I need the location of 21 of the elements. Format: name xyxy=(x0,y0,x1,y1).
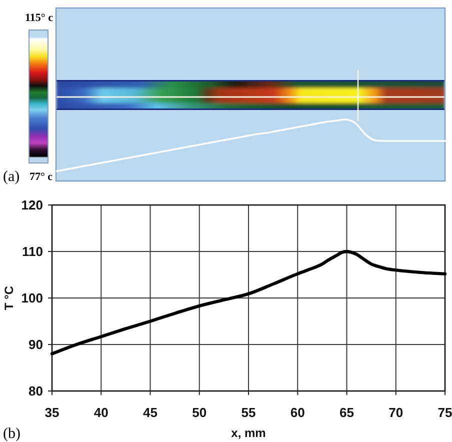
y-tick-label: 120 xyxy=(21,198,43,213)
x-tick-label: 60 xyxy=(290,405,305,420)
y-tick-label: 80 xyxy=(28,384,43,399)
y-tick-label: 100 xyxy=(21,290,43,306)
y-axis-title: T °C xyxy=(2,286,16,310)
text: 77° c xyxy=(29,171,53,183)
x-axis-title: x, mm xyxy=(231,426,266,440)
line-series xyxy=(50,250,447,356)
y-tick-label: 110 xyxy=(22,244,43,260)
text: 115° c xyxy=(25,12,54,24)
x-tick-label: 75 xyxy=(438,405,452,420)
x-tick-label: 50 xyxy=(192,405,207,420)
x-tick-label: 70 xyxy=(388,405,404,420)
x-tick-label: 55 xyxy=(241,405,256,420)
y-tick-label: 90 xyxy=(28,337,43,352)
text: (a) xyxy=(3,169,20,185)
x-tick-label: 65 xyxy=(340,405,354,420)
x-tick-label: 45 xyxy=(143,405,158,420)
x-tick-label: 35 xyxy=(44,405,60,420)
text: (b) xyxy=(3,426,20,442)
x-tick-label: 40 xyxy=(94,405,108,420)
